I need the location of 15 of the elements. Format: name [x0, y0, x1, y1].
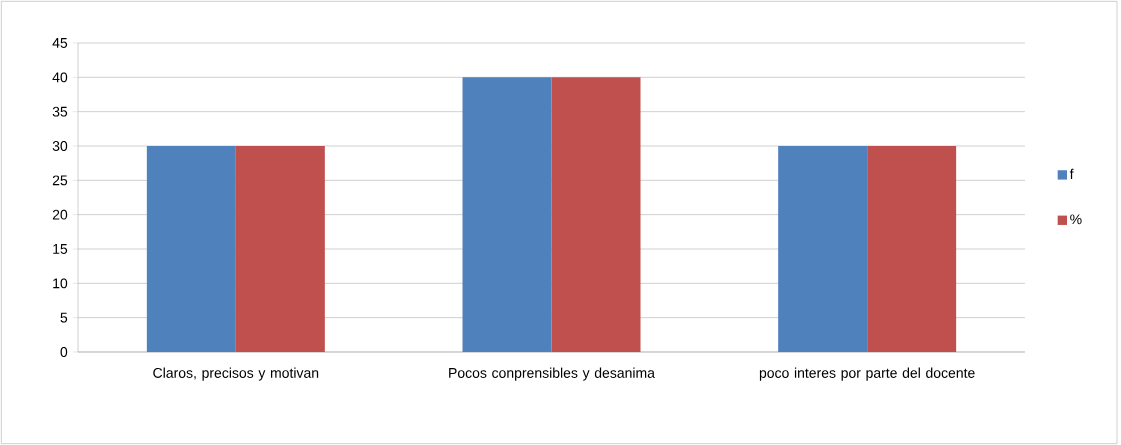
- y-tick-label: 30: [52, 141, 68, 151]
- x-tick-label: Claros, precisos y motivan: [153, 367, 319, 381]
- x-tick-label: Pocos conprensibles y desanima: [449, 367, 655, 381]
- legend-label: %: [1070, 214, 1082, 225]
- y-tick-label: 15: [53, 244, 68, 254]
- y-tick-label: 5: [60, 312, 68, 323]
- y-tick-label: 45: [52, 38, 68, 48]
- y-tick-label: 25: [52, 175, 68, 186]
- x-tick-label: poco interes por parte del docente: [759, 367, 975, 381]
- y-tick-label: 20: [52, 209, 68, 220]
- y-tick-label: 40: [52, 72, 68, 83]
- y-tick-label: 35: [52, 106, 68, 117]
- legend-label: f: [1069, 168, 1074, 179]
- y-tick-label: 10: [53, 278, 68, 289]
- y-tick-label: 0: [60, 347, 68, 357]
